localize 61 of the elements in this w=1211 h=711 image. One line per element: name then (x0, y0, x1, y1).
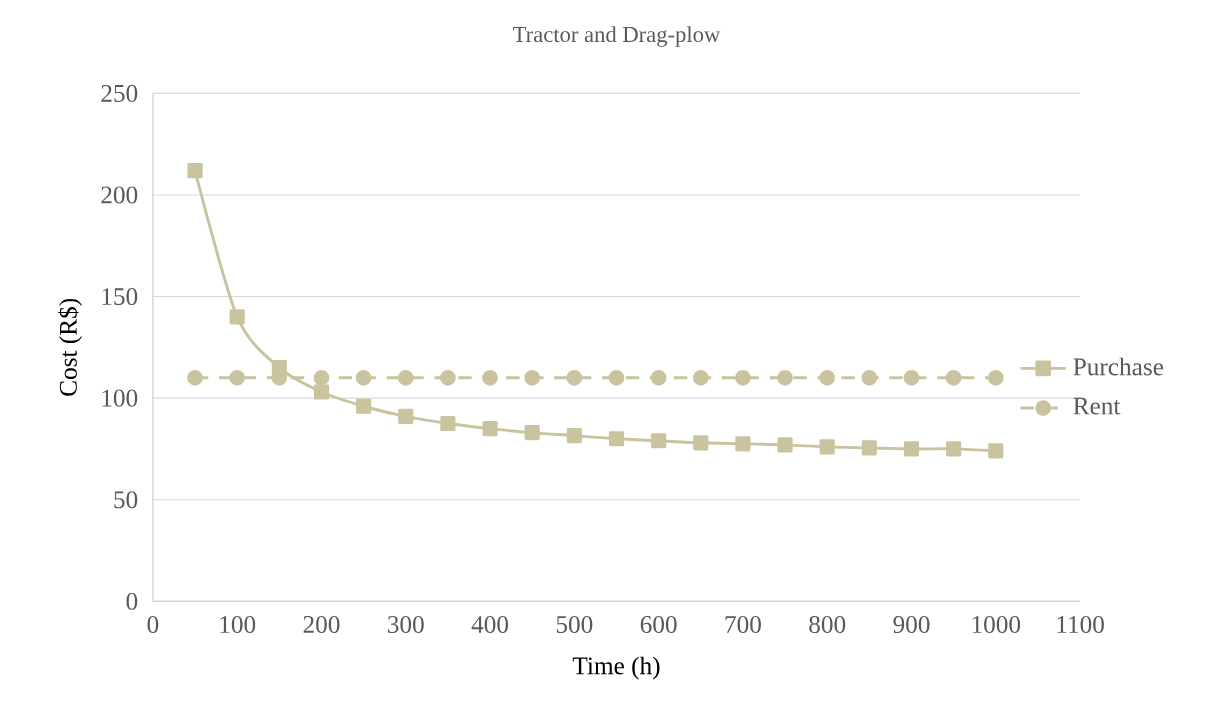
x-axis-title: Time (h) (572, 656, 660, 680)
x-tick-label: 200 (303, 615, 340, 634)
legend-label: Rent (1073, 397, 1121, 415)
point (903, 369, 920, 386)
point (777, 437, 793, 453)
point (398, 408, 414, 424)
point (608, 369, 625, 386)
point (735, 436, 751, 452)
y-tick-label: 250 (101, 84, 138, 102)
point (187, 369, 203, 386)
point (229, 369, 246, 386)
x-tick-label: 900 (893, 615, 930, 634)
point (524, 369, 541, 386)
x-tick-label: 1100 (1057, 615, 1104, 634)
y-tick-label: 0 (126, 592, 138, 610)
y-tick-label: 200 (101, 186, 138, 204)
x-tick-label: 0 (147, 615, 159, 634)
point (651, 433, 667, 449)
point (946, 441, 962, 457)
point (355, 369, 372, 386)
point (861, 440, 877, 456)
x-tick-label: 100 (220, 615, 256, 634)
point (482, 369, 498, 386)
point (313, 384, 330, 400)
point (819, 439, 835, 455)
y-tick-label: 100 (102, 389, 138, 407)
x-tick-label: 700 (725, 615, 761, 634)
point (861, 369, 878, 386)
point (945, 369, 962, 386)
legend-label: Purchase (1073, 357, 1164, 376)
point (988, 443, 1004, 459)
x-tick-label: 1000 (972, 615, 1021, 634)
point (987, 369, 1004, 386)
y-axis-title: Cost (R$) (58, 298, 83, 396)
point (735, 369, 751, 386)
chart-title: Tractor and Drag-plow (513, 26, 721, 47)
point (693, 435, 709, 451)
x-tick-label: 500 (556, 615, 593, 634)
point (692, 369, 709, 386)
point (524, 425, 540, 441)
point (903, 441, 920, 457)
point (313, 369, 330, 386)
point (356, 398, 372, 414)
point (440, 415, 456, 432)
point (650, 369, 667, 386)
point (819, 369, 836, 386)
point (608, 431, 625, 447)
point (566, 428, 582, 444)
x-tick-label: 400 (471, 615, 509, 634)
x-tick-label: 600 (640, 615, 677, 634)
y-tick-label: 50 (114, 491, 138, 509)
point (440, 369, 456, 386)
point (482, 421, 498, 437)
point (187, 163, 203, 179)
point (397, 369, 414, 386)
y-tick-label: 150 (102, 288, 138, 306)
point (566, 369, 583, 386)
point (229, 309, 245, 325)
x-tick-label: 300 (388, 615, 424, 634)
point (777, 369, 793, 386)
x-tick-label: 800 (809, 615, 846, 634)
